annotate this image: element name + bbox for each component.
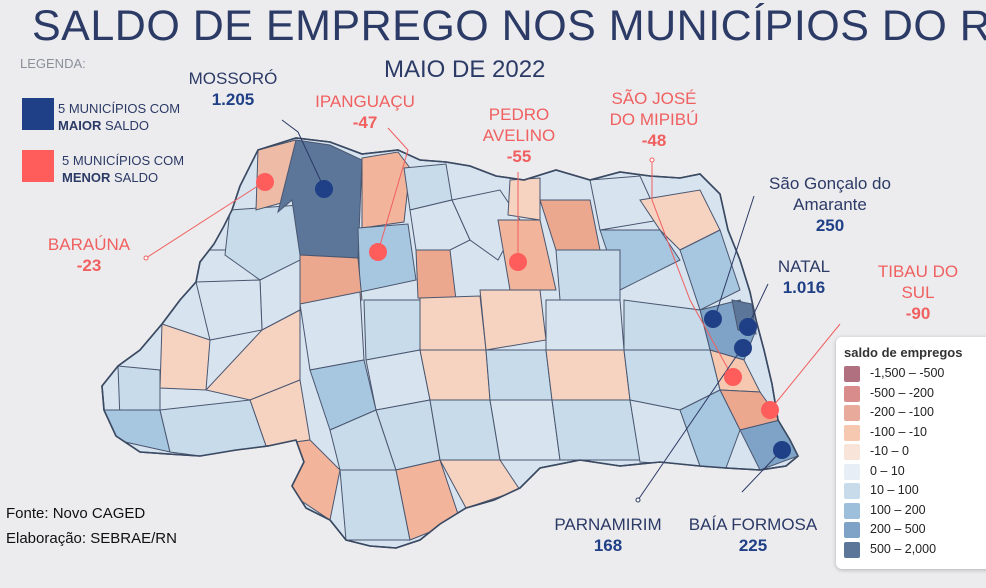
- key-max-text: 5 MUNICÍPIOS COM MAIOR SALDO: [58, 101, 181, 133]
- label-mossoro: MOSSORÓ 1.205: [188, 69, 278, 109]
- legend-swatch: [844, 522, 860, 538]
- source-text: Fonte: Novo CAGED: [6, 505, 146, 522]
- label-sao-goncalo: São Gonçalo do Amarante 250: [769, 174, 891, 235]
- leader-endpoints: [143, 157, 655, 503]
- leader-ipanguacu: [377, 127, 409, 253]
- legend-swatch: [844, 444, 860, 460]
- page-subtitle: MAIO DE 2022: [384, 56, 546, 83]
- legend-swatch: [844, 405, 860, 421]
- marker-parnamirim: [734, 339, 752, 357]
- marker-barauna: [256, 173, 274, 191]
- municipalities: [102, 138, 798, 541]
- marker-pedro-avelino: [509, 253, 527, 271]
- page-title: SALDO DE EMPREGO NOS MUNICÍPIOS DO RN: [32, 2, 986, 50]
- legend-item-label: -10 – 0: [870, 444, 909, 458]
- marker-sao-jose: [724, 368, 742, 386]
- leader-baia-formosa: [741, 449, 783, 493]
- leader-sao-goncalo: [713, 195, 755, 321]
- leader-lines: [145, 119, 841, 501]
- legend-swatch: [844, 385, 860, 402]
- marker-tibau: [761, 401, 779, 419]
- label-parnamirim: PARNAMIRIM 168: [554, 515, 662, 555]
- legend-swatch: [844, 502, 860, 519]
- marker-mossoro: [315, 180, 333, 198]
- legend-swatch: [844, 541, 860, 558]
- legend-item-label: 0 – 10: [870, 463, 905, 478]
- legend-title: saldo de empregos: [844, 345, 963, 360]
- leader-mossoro: [281, 119, 325, 189]
- label-sao-jose: SÃO JOSÉ DO MIPIBÚ -48: [609, 89, 699, 150]
- label-baia-formosa: BAÍA FORMOSA 225: [688, 515, 818, 555]
- marker-ipanguacu: [369, 243, 387, 261]
- elaboration-text: Elaboração: SEBRAE/RN: [6, 530, 177, 547]
- legend-swatch: [844, 463, 860, 480]
- leader-barauna: [145, 181, 265, 259]
- key-min-text: 5 MUNICÍPIOS COM MENOR SALDO: [62, 153, 185, 185]
- legend-item-label: 200 – 500: [870, 522, 926, 536]
- leader-parnamirim: [637, 347, 743, 501]
- legend-swatch: [844, 366, 860, 382]
- legend-item-label: 500 – 2,000: [870, 541, 937, 556]
- legend-label: LEGENDA:: [20, 56, 86, 71]
- legend-item-label: 100 – 200: [870, 502, 926, 517]
- label-pedro-avelino: PEDRO AVELINO -55: [482, 105, 556, 166]
- marker-natal: [739, 318, 757, 336]
- label-natal: NATAL 1.016: [777, 257, 831, 297]
- legend-item-label: 10 – 100: [870, 483, 919, 497]
- leader-sao-jose: [651, 160, 733, 377]
- marker-baia-formosa: [773, 441, 791, 459]
- label-barauna: BARAÚNA -23: [47, 235, 131, 275]
- legend-item-label: -200 – -100: [870, 405, 934, 419]
- marker-sao-goncalo: [704, 310, 722, 328]
- legend-item-label: -100 – -10: [870, 424, 927, 439]
- legend-swatch: [844, 483, 860, 499]
- legend-item-label: -1,500 – -500: [870, 366, 945, 380]
- leader-tibau: [769, 323, 841, 411]
- legend-panel: saldo de empregos -1,500 – -500 -500 – -2…: [836, 337, 986, 569]
- legend-swatch: [844, 424, 860, 441]
- label-tibau: TIBAU DO SUL -90: [877, 262, 959, 323]
- label-ipanguacu: IPANGUAÇU -47: [315, 92, 415, 132]
- legend-item-label: -500 – -200: [870, 385, 934, 400]
- key-max-swatch: [22, 98, 54, 130]
- markers: [256, 173, 791, 459]
- key-min-swatch: [22, 150, 54, 182]
